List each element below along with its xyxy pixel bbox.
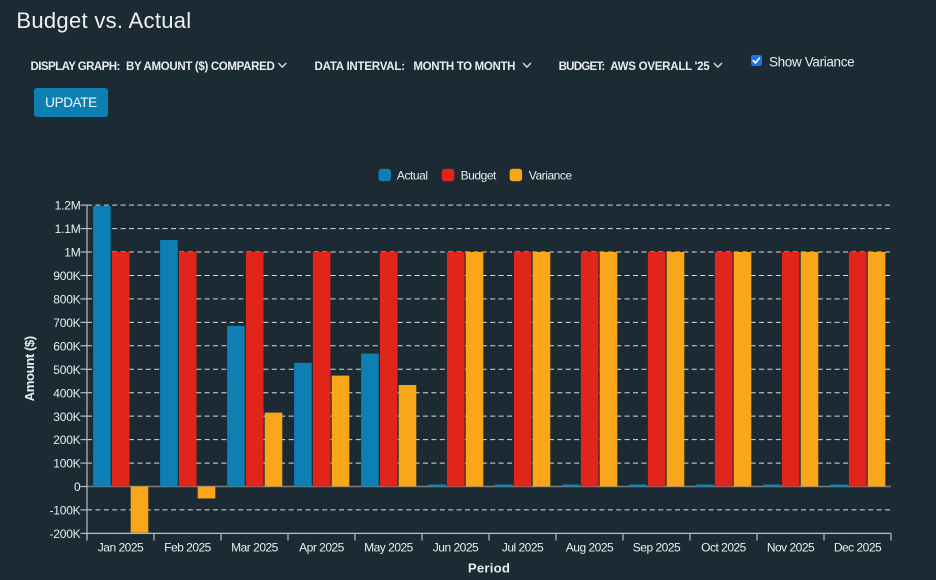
svg-text:-200K: -200K xyxy=(49,527,80,541)
svg-text:Variance: Variance xyxy=(529,169,573,183)
svg-text:Show Variance: Show Variance xyxy=(769,55,854,70)
svg-text:200K: 200K xyxy=(53,433,80,447)
svg-text:Apr 2025: Apr 2025 xyxy=(299,541,345,555)
svg-text:Amount ($): Amount ($) xyxy=(22,336,37,401)
svg-text:MONTH TO MONTH: MONTH TO MONTH xyxy=(413,61,515,73)
svg-text:400K: 400K xyxy=(53,386,80,400)
svg-text:300K: 300K xyxy=(53,410,80,424)
svg-text:BY AMOUNT ($) COMPARED: BY AMOUNT ($) COMPARED xyxy=(126,61,274,73)
svg-text:DATA INTERVAL:: DATA INTERVAL: xyxy=(315,61,405,73)
svg-text:Sep 2025: Sep 2025 xyxy=(633,541,681,555)
svg-text:Period: Period xyxy=(468,561,510,576)
svg-text:Nov 2025: Nov 2025 xyxy=(767,541,815,555)
svg-text:May 2025: May 2025 xyxy=(364,541,414,555)
svg-text:900K: 900K xyxy=(53,269,80,283)
svg-text:-100K: -100K xyxy=(49,504,80,518)
svg-text:Oct 2025: Oct 2025 xyxy=(701,541,747,555)
svg-text:Feb 2025: Feb 2025 xyxy=(164,541,212,555)
svg-text:Budget vs. Actual: Budget vs. Actual xyxy=(16,8,191,33)
svg-text:Mar 2025: Mar 2025 xyxy=(231,541,279,555)
svg-text:100K: 100K xyxy=(53,457,80,471)
svg-text:800K: 800K xyxy=(53,293,80,307)
svg-text:UPDATE: UPDATE xyxy=(45,95,97,110)
svg-text:Jun 2025: Jun 2025 xyxy=(433,541,479,555)
svg-text:Budget: Budget xyxy=(461,169,497,183)
svg-text:500K: 500K xyxy=(53,363,80,377)
svg-text:0: 0 xyxy=(74,480,81,494)
svg-text:Jan 2025: Jan 2025 xyxy=(98,541,144,555)
svg-text:1.2M: 1.2M xyxy=(55,199,81,213)
svg-text:Jul 2025: Jul 2025 xyxy=(502,541,544,555)
svg-text:600K: 600K xyxy=(53,339,80,353)
svg-text:1M: 1M xyxy=(64,246,80,260)
svg-text:Dec 2025: Dec 2025 xyxy=(834,541,882,555)
svg-text:BUDGET:: BUDGET: xyxy=(559,61,605,73)
svg-text:Actual: Actual xyxy=(397,169,428,183)
svg-text:DISPLAY GRAPH:: DISPLAY GRAPH: xyxy=(31,61,120,73)
svg-text:Aug 2025: Aug 2025 xyxy=(566,541,614,555)
svg-text:700K: 700K xyxy=(53,316,80,330)
svg-text:AWS OVERALL '25: AWS OVERALL '25 xyxy=(610,61,710,73)
svg-text:1.1M: 1.1M xyxy=(55,222,81,236)
